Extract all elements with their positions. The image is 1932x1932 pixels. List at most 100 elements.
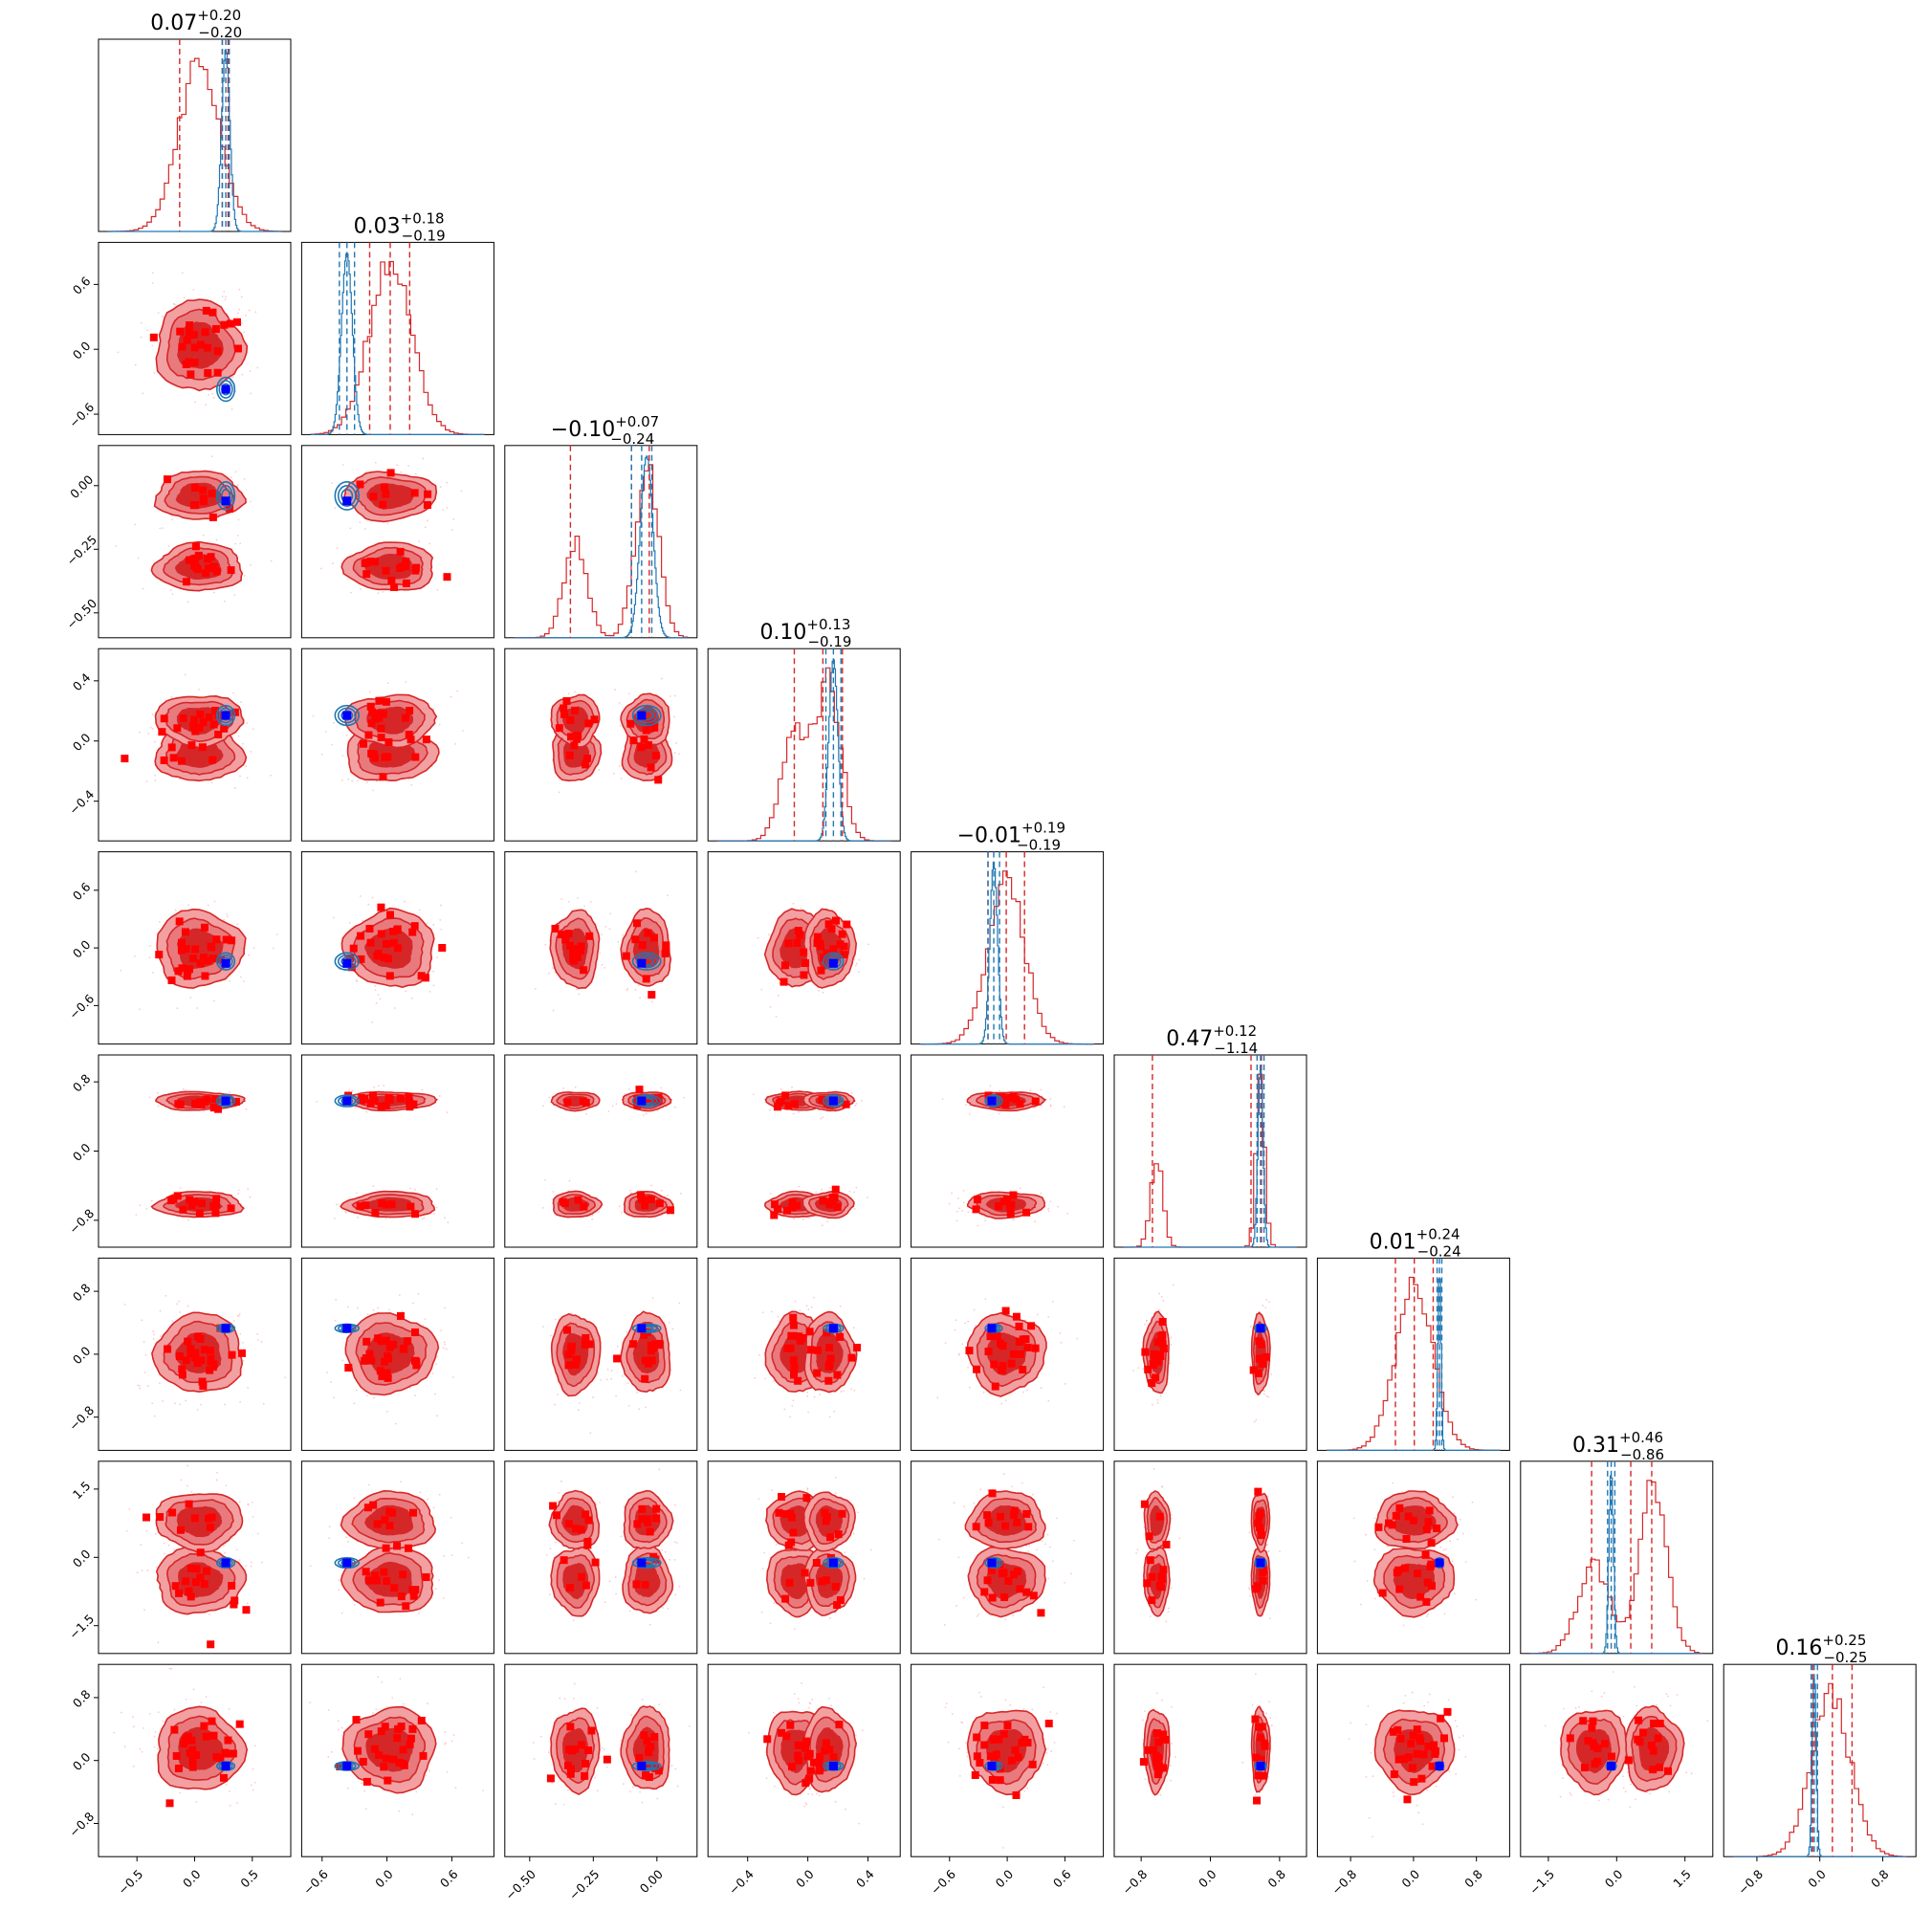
sample-point [581,1340,589,1349]
sample-point [411,1210,420,1218]
sample-point [770,1211,779,1219]
sample-point [379,773,387,781]
sample-point [385,1522,394,1530]
sample-point [393,1734,402,1743]
sample-point [824,1376,833,1385]
sample-point [188,1756,197,1765]
sample-point [352,1716,361,1724]
sample-point [363,1504,372,1512]
sample-point [801,1779,810,1788]
truth-point [637,1324,647,1333]
pair-panel-2-4 [300,648,494,842]
sample-point [570,741,579,750]
sample-point [831,916,840,925]
sample-point [366,558,375,566]
sample-point [563,1761,572,1769]
sample-point [1146,1556,1154,1565]
sample-point [214,1105,223,1113]
sample-point [995,1202,1003,1211]
sample-point [220,724,229,733]
x-tick-label: 0.0 [1398,1867,1422,1891]
sample-point [582,754,591,762]
truth-point [828,958,838,968]
sample-point [999,1362,1007,1371]
sample-point [825,1200,834,1209]
sample-point [973,1733,981,1742]
sample-point [661,949,670,957]
comparison-contour [631,1094,662,1108]
sample-point [212,1753,221,1762]
sample-point [1395,1504,1404,1512]
sample-point [988,1593,997,1602]
y-tick-label: 0.0 [70,1547,94,1570]
sample-point [1401,1564,1410,1572]
sample-point [379,500,387,509]
sample-point [793,938,801,947]
sample-point [1009,1511,1018,1520]
sample-point [1149,1359,1157,1368]
sample-point [822,1739,830,1747]
sample-point [227,566,235,575]
sample-point [990,1755,999,1764]
sample-point [999,1342,1007,1350]
sample-point [786,1509,795,1518]
sample-point [1153,1338,1162,1347]
sample-point [164,1345,172,1353]
sample-point [1012,1790,1021,1799]
param-title-7: 0.01+0.24 [1370,1225,1460,1254]
sample-point [405,730,413,738]
sample-point [794,927,802,935]
sample-point [1000,1592,1009,1601]
sample-point [643,1737,651,1745]
sample-point [793,1201,801,1210]
sample-point [185,1587,193,1595]
sample-point [1656,1763,1664,1771]
sample-point [406,735,415,744]
sample-point [230,1600,238,1609]
sample-point [789,1321,798,1329]
sample-point [633,1520,642,1528]
sample-point [972,1205,980,1214]
sample-point [1255,1337,1263,1346]
sample-point [629,736,638,745]
sample-point [423,501,431,510]
param-title-1: 0.07+0.20 [150,7,241,35]
sample-point [1437,1714,1445,1723]
sample-point [421,974,429,982]
sample-point [781,1091,790,1100]
sample-point [819,1197,827,1205]
sample-point [843,920,851,929]
sample-point [374,1334,383,1343]
sample-point [1566,1734,1574,1743]
sample-point [1593,1745,1602,1753]
sample-point [396,1311,405,1320]
sample-point [622,952,630,960]
sample-point [1404,1753,1413,1762]
sample-point [813,1346,822,1354]
sample-point [645,1745,653,1754]
truth-point [637,711,647,720]
sample-point [411,753,420,761]
sample-point [560,1556,568,1565]
sample-point [1037,1609,1045,1617]
sample-point [971,1770,979,1779]
sample-point [582,1510,590,1519]
comparison-contour [635,1558,658,1568]
sample-point [566,941,575,950]
sample-point [212,567,221,576]
sample-point [1413,1725,1421,1734]
x-tick-label: 0.0 [372,1867,396,1891]
x-tick-label: 0.6 [1050,1867,1074,1891]
sample-point [780,961,789,970]
sample-point [404,1337,412,1346]
sample-point [1016,1350,1024,1358]
sample-point [202,569,210,578]
sample-point [207,1640,215,1649]
sample-point [1251,1715,1260,1723]
sample-point [1001,1101,1010,1109]
comparison-contour [215,376,236,403]
sample-point [562,696,571,705]
sample-point [1141,1348,1150,1356]
sample-point [1014,1753,1022,1762]
